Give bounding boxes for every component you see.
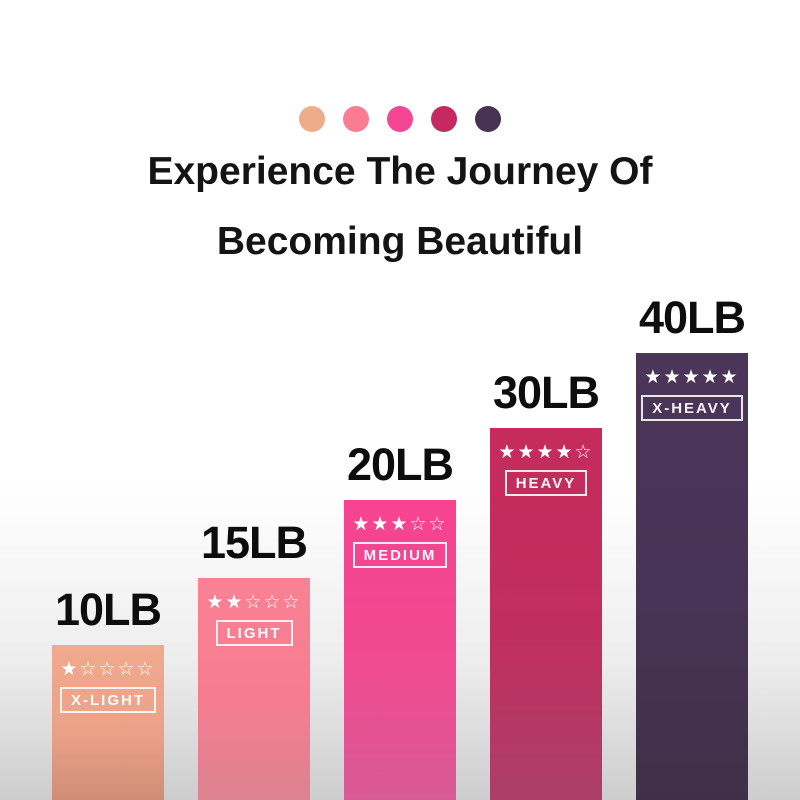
weight-label-20lb: 20LB	[346, 439, 454, 490]
level-badge-x-light: X-LIGHT	[60, 687, 156, 713]
star-rating-3-of-5: ★★★☆☆	[352, 513, 448, 535]
star-rating-1-of-5: ★☆☆☆☆	[60, 658, 156, 680]
weight-label-15lb: 15LB	[200, 517, 308, 568]
level-badge-medium: MEDIUM	[352, 542, 448, 568]
palette-dot-x-light	[299, 106, 325, 132]
palette-dot-heavy	[431, 106, 457, 132]
bar-20lb: ★★★☆☆ MEDIUM	[344, 500, 456, 800]
level-badge-light: LIGHT	[215, 620, 293, 646]
bar-column-20lb: 20LB ★★★☆☆ MEDIUM	[344, 439, 456, 800]
page-title-line-2: Becoming Beautiful	[216, 220, 584, 263]
palette-dot-light	[343, 106, 369, 132]
bar-column-30lb: 30LB ★★★★☆ HEAVY	[490, 367, 602, 800]
bar-30lb: ★★★★☆ HEAVY	[490, 428, 602, 800]
weight-label-10lb: 10LB	[54, 584, 162, 635]
bar-15lb: ★★☆☆☆ LIGHT	[198, 578, 310, 800]
weight-label-40lb: 40LB	[638, 292, 746, 343]
bar-column-40lb: 40LB ★★★★★ X-HEAVY	[636, 292, 748, 800]
bar-10lb: ★☆☆☆☆ X-LIGHT	[52, 645, 164, 800]
color-palette-dots	[0, 106, 800, 132]
level-badge-heavy: HEAVY	[504, 470, 588, 496]
bar-column-10lb: 10LB ★☆☆☆☆ X-LIGHT	[52, 584, 164, 800]
bar-40lb: ★★★★★ X-HEAVY	[636, 353, 748, 800]
star-rating-2-of-5: ★★☆☆☆	[206, 591, 302, 613]
bar-column-15lb: 15LB ★★☆☆☆ LIGHT	[198, 517, 310, 800]
star-rating-5-of-5: ★★★★★	[644, 366, 740, 388]
star-rating-4-of-5: ★★★★☆	[498, 441, 594, 463]
palette-dot-medium	[387, 106, 413, 132]
palette-dot-x-heavy	[475, 106, 501, 132]
resistance-band-bar-chart: 10LB ★☆☆☆☆ X-LIGHT 15LB ★★☆☆☆ LIGHT 20LB…	[52, 292, 748, 800]
weight-label-30lb: 30LB	[492, 367, 600, 418]
page-title: Experience The Journey Of Becoming Beaut…	[0, 137, 800, 277]
level-badge-x-heavy: X-HEAVY	[641, 395, 743, 421]
page-title-line-1: Experience The Journey Of	[147, 150, 653, 193]
